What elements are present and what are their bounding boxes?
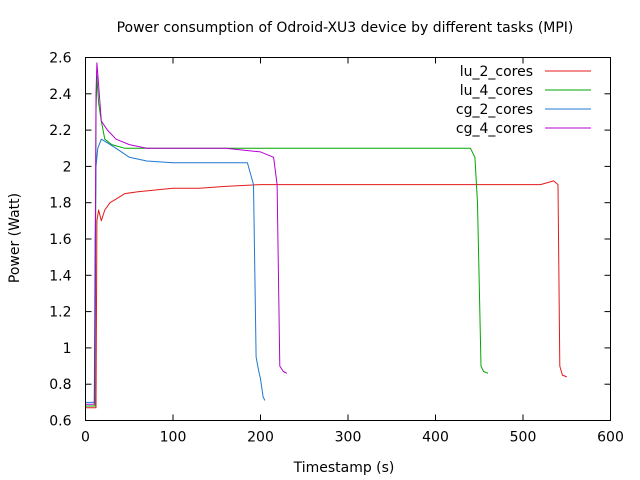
legend-label: cg_4_cores	[456, 121, 533, 137]
y-tick-label: 1.4	[49, 268, 71, 284]
plot-frame	[85, 57, 611, 421]
y-tick-label: 1.2	[49, 305, 71, 321]
x-tick-label: 300	[335, 430, 362, 446]
y-tick-label: 0.6	[49, 414, 71, 430]
axis-ticks: 0 100 200 300 400 500 600 0.6 0.8 1 1.2 1.4 1.6 1.8 2 2…	[49, 51, 624, 446]
y-tick-label: 1	[63, 341, 72, 357]
legend-label: cg_2_cores	[456, 102, 533, 118]
chart-title: Power consumption of Odroid-XU3 device b…	[117, 20, 574, 36]
x-tick-label: 0	[81, 430, 90, 446]
y-axis-label: Power (Watt)	[7, 193, 23, 283]
series-line-cg_2_cores	[85, 138, 266, 403]
legend: lu_2_cores lu_4_cores cg_2_cores cg_4_cores	[456, 64, 591, 137]
y-tick-label: 0.8	[49, 377, 71, 393]
y-tick-label: 2.6	[49, 51, 71, 67]
legend-label: lu_4_cores	[460, 83, 533, 99]
x-tick-label: 100	[160, 430, 187, 446]
x-tick-label: 500	[510, 430, 537, 446]
y-tick-label: 2	[63, 159, 72, 175]
y-tick-label: 2.2	[49, 123, 71, 139]
x-tick-label: 400	[422, 430, 449, 446]
series-line-cg_4_cores	[85, 62, 288, 405]
x-axis-label: Timestamp (s)	[293, 460, 395, 476]
series-line-lu_4_cores	[85, 75, 489, 407]
x-tick-label: 600	[597, 430, 624, 446]
y-tick-label: 2.4	[49, 87, 71, 103]
series-line-lu_2_cores	[85, 180, 567, 409]
legend-label: lu_2_cores	[460, 64, 533, 80]
x-tick-label: 200	[247, 430, 274, 446]
y-tick-label: 1.8	[49, 196, 71, 212]
y-tick-label: 1.6	[49, 232, 71, 248]
plot-lines	[85, 62, 567, 409]
